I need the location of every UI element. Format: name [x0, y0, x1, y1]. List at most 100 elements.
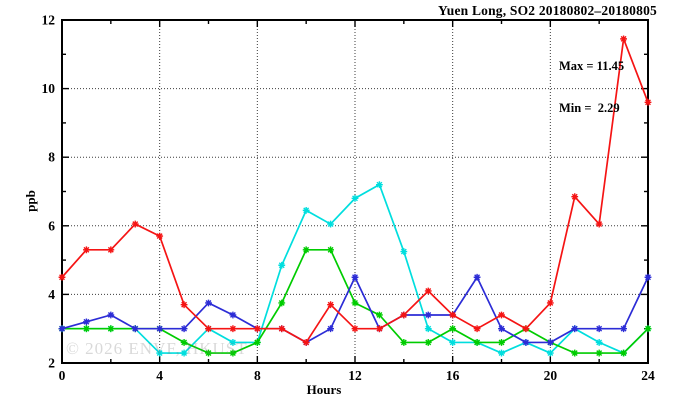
data-point-marker-cyan-line: [546, 349, 554, 357]
data-point-marker-blue-line: [473, 273, 481, 281]
data-point-marker-blue-line: [351, 273, 359, 281]
data-point-marker-red-line: [278, 325, 286, 333]
data-point-marker-red-line: [620, 35, 627, 43]
data-point-marker-blue-line: [522, 339, 530, 346]
x-axis-label: Hours: [306, 382, 342, 397]
y-tick-label: 12: [42, 13, 56, 28]
data-point-marker-cyan-line: [180, 349, 188, 357]
data-point-marker-green-line: [180, 339, 188, 346]
data-point-marker-blue-line: [546, 339, 554, 346]
data-point-marker-red-line: [571, 193, 579, 201]
data-point-marker-red-line: [424, 287, 432, 295]
watermark: © 2026 ENVF, HKUST: [66, 339, 248, 358]
data-point-marker-blue-line: [424, 311, 432, 319]
data-point-marker-cyan-line: [449, 339, 457, 346]
data-point-marker-red-line: [400, 311, 408, 319]
data-point-marker-red-line: [205, 325, 212, 333]
data-point-marker-blue-line: [571, 325, 579, 333]
data-point-marker-cyan-line: [156, 349, 164, 357]
x-tick-label: 20: [544, 368, 558, 383]
data-point-marker-blue-line: [327, 325, 334, 333]
data-point-marker-blue-line: [498, 325, 505, 333]
data-point-marker-red-line: [156, 232, 164, 240]
x-tick-label: 16: [446, 368, 460, 383]
data-point-marker-green-line: [400, 339, 408, 346]
data-point-marker-green-line: [644, 325, 652, 333]
x-tick-label: 0: [59, 368, 66, 383]
data-point-marker-red-line: [58, 273, 66, 281]
y-tick-label: 6: [48, 218, 55, 233]
x-tick-label: 24: [641, 368, 655, 383]
data-point-marker-blue-line: [205, 299, 212, 307]
data-point-marker-cyan-line: [351, 194, 359, 202]
data-point-marker-cyan-line: [400, 248, 408, 255]
x-tick-label: 12: [348, 368, 362, 383]
data-point-marker-blue-line: [58, 325, 66, 333]
data-point-marker-cyan-line: [278, 261, 286, 269]
data-point-marker-red-line: [522, 325, 530, 333]
data-point-marker-green-line: [205, 349, 212, 357]
data-point-marker-green-line: [253, 339, 261, 346]
data-point-marker-red-line: [376, 325, 383, 333]
max-label: Max = 11.45: [559, 59, 625, 73]
data-point-marker-blue-line: [83, 318, 90, 326]
data-point-marker-green-line: [278, 299, 286, 307]
data-point-marker-green-line: [473, 339, 481, 346]
y-tick-label: 2: [48, 356, 55, 371]
data-point-marker-green-line: [229, 349, 237, 357]
data-point-marker-red-line: [229, 325, 237, 333]
data-point-marker-green-line: [620, 349, 627, 357]
y-axis-label: ppb: [22, 190, 38, 212]
data-point-marker-green-line: [498, 339, 505, 346]
data-point-marker-green-line: [107, 325, 115, 333]
data-point-marker-green-line: [571, 349, 579, 357]
data-point-marker-red-line: [180, 301, 188, 309]
data-point-marker-red-line: [83, 246, 90, 254]
data-point-marker-red-line: [595, 220, 603, 228]
data-point-marker-green-line: [83, 325, 90, 333]
data-point-marker-red-line: [449, 311, 457, 319]
maxmin-annotation: Max = 11.45 Min = 2.29: [559, 31, 624, 143]
data-point-marker-cyan-line: [327, 220, 334, 228]
data-point-marker-blue-line: [107, 311, 115, 319]
data-point-marker-blue-line: [180, 325, 188, 333]
data-point-marker-green-line: [449, 325, 457, 333]
data-point-marker-red-line: [131, 220, 139, 228]
data-point-marker-green-line: [424, 339, 432, 346]
data-point-marker-red-line: [546, 299, 554, 307]
data-point-marker-red-line: [351, 325, 359, 333]
data-point-marker-red-line: [473, 325, 481, 333]
data-point-marker-red-line: [107, 246, 115, 254]
data-point-marker-blue-line: [595, 325, 603, 333]
data-point-marker-cyan-line: [424, 325, 432, 333]
data-point-marker-cyan-line: [498, 349, 505, 357]
data-point-marker-red-line: [644, 98, 652, 106]
data-point-marker-green-line: [376, 311, 383, 319]
data-point-marker-blue-line: [644, 273, 652, 281]
data-point-marker-cyan-line: [229, 339, 237, 346]
data-point-marker-red-line: [302, 339, 310, 346]
data-point-marker-green-line: [351, 299, 359, 307]
data-point-marker-cyan-line: [376, 181, 383, 189]
data-point-marker-blue-line: [156, 325, 164, 333]
data-point-marker-green-line: [327, 246, 334, 254]
data-point-marker-green-line: [595, 349, 603, 357]
data-point-marker-red-line: [253, 325, 261, 333]
y-tick-label: 10: [42, 81, 56, 96]
data-point-marker-blue-line: [229, 311, 237, 319]
data-point-marker-red-line: [498, 311, 505, 319]
x-tick-label: 8: [254, 368, 261, 383]
chart-title: Yuen Long, SO2 20180802–20180805: [438, 3, 657, 18]
data-point-marker-blue-line: [620, 325, 627, 333]
data-point-marker-red-line: [327, 301, 334, 309]
min-label: Min = 2.29: [559, 101, 620, 115]
data-point-marker-cyan-line: [302, 206, 310, 214]
x-tick-label: 4: [156, 368, 163, 383]
y-tick-label: 4: [48, 287, 55, 302]
data-point-marker-green-line: [302, 246, 310, 254]
data-point-marker-blue-line: [131, 325, 139, 333]
data-point-marker-cyan-line: [595, 339, 603, 346]
y-tick-label: 8: [48, 150, 55, 165]
